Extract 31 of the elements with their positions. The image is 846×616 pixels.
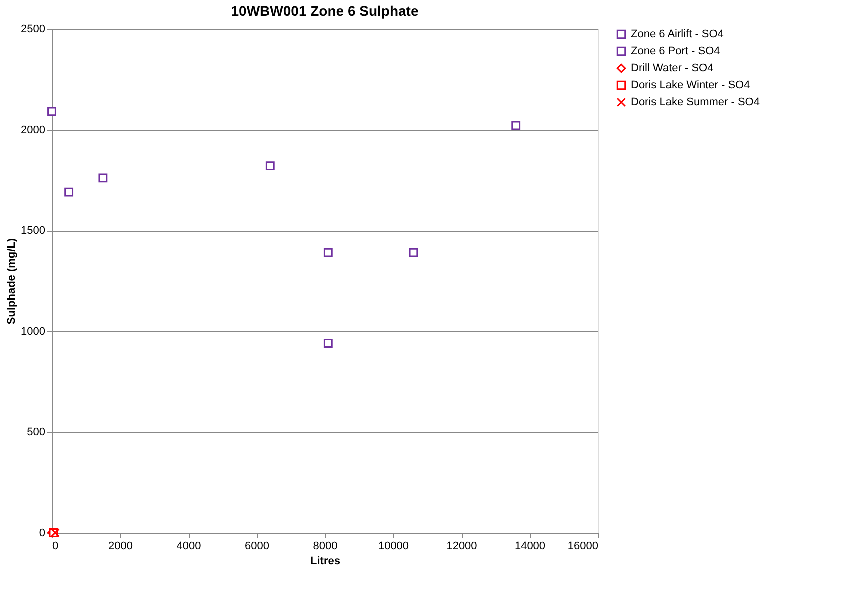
x-tick-label: 16000: [568, 540, 598, 552]
chart-title: 10WBW001 Zone 6 Sulphate: [231, 3, 419, 19]
point: [266, 162, 275, 171]
legend-label: Doris Lake Summer - SO4: [631, 96, 760, 108]
x-tick-label: 14000: [514, 540, 546, 552]
y-tick-label: 1500: [21, 225, 46, 238]
y-tick-label: 500: [27, 426, 46, 439]
y-axis-title: Sulphade (mg/L): [6, 238, 18, 325]
x-tick-label: 6000: [245, 540, 270, 552]
y-tick-label: 2000: [21, 124, 46, 136]
legend-label: Doris Lake Winter - SO4: [631, 80, 750, 92]
point: [324, 248, 333, 258]
point: [512, 121, 521, 130]
point: [64, 188, 74, 197]
point: [409, 248, 418, 258]
legend-label: Zone 6 Airlift - SO4: [631, 28, 724, 40]
point: [48, 107, 56, 116]
legend-label: Zone 6 Port - SO4: [631, 46, 720, 58]
x-tick-label: 4000: [176, 540, 202, 552]
x-tick-label: 8000: [313, 540, 338, 552]
x-tick-label: 12000: [446, 540, 478, 552]
legend-label: Drill Water - SO4: [631, 62, 714, 74]
y-tick-label: 2500: [21, 24, 46, 36]
x-tick-label: 2000: [108, 540, 133, 552]
x-axis-title: Litres: [310, 556, 340, 568]
x-tick-label: 0: [52, 540, 59, 552]
y-tick-label: 1000: [21, 326, 46, 338]
point: [324, 339, 333, 348]
y-tick-label: 0: [39, 528, 46, 540]
point: [98, 174, 108, 183]
x-tick-label: 10000: [378, 540, 410, 552]
